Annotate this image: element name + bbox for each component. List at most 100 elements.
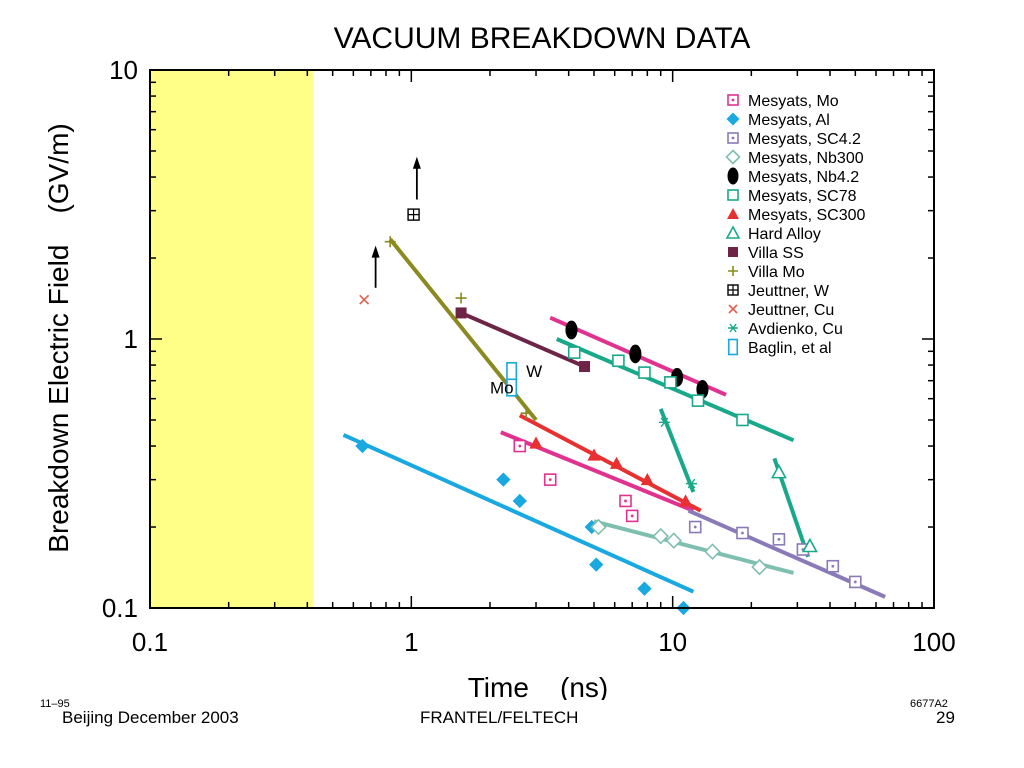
- legend-label: Mesyats, Nb300: [748, 150, 864, 167]
- data-point-dot: [777, 537, 781, 541]
- data-point-cross: [408, 209, 420, 221]
- legend-label: Mesyats, SC78: [748, 188, 857, 205]
- data-point-dot: [853, 580, 857, 584]
- legend-marker: [728, 247, 738, 257]
- legend-label: Baglin, et al: [748, 340, 832, 357]
- legend: Mesyats, Mo Mesyats, Al Mesyats, SC4.2 Mesy…: [725, 93, 865, 357]
- data-point: [512, 493, 527, 509]
- annotation: W: [526, 362, 542, 381]
- data-point: [455, 292, 467, 304]
- page-number: 29: [936, 708, 955, 727]
- legend-marker: [727, 338, 739, 356]
- annotation: Mo: [490, 379, 514, 398]
- fit-line: [342, 433, 695, 594]
- data-point: [506, 362, 518, 381]
- fit-line: [518, 413, 702, 513]
- legend-marker-dot: [731, 136, 735, 140]
- data-point: [529, 436, 543, 449]
- legend-label: Villa Mo: [748, 264, 805, 281]
- legend-marker: [726, 112, 740, 126]
- data-point: [612, 354, 625, 368]
- legend-label: Hard Alloy: [748, 226, 821, 243]
- data-point: [640, 473, 654, 486]
- data-point-dot: [741, 531, 744, 535]
- data-point: [629, 344, 642, 364]
- legend-label: Avdienko, Cu: [748, 321, 843, 338]
- x-tick-label: 0.1: [132, 627, 168, 657]
- legend-marker-cross: [728, 285, 738, 295]
- data-point: [637, 581, 652, 596]
- footer-code-right: 6677A2: [910, 698, 948, 710]
- legend-marker: [727, 189, 739, 201]
- legend-marker: [728, 304, 738, 314]
- y-axis-label: Breakdown Electric Field (GV/m): [43, 123, 74, 552]
- y-tick-label: 1: [124, 324, 138, 354]
- legend-label: Villa SS: [748, 245, 804, 262]
- legend-marker-dot: [731, 98, 735, 102]
- plot-area: W Mo: [342, 156, 886, 616]
- legend-marker: [727, 167, 739, 185]
- data-point: [638, 366, 651, 379]
- data-point: [751, 558, 768, 576]
- y-tick-label: 10: [109, 55, 138, 85]
- x-tick-label: 10: [658, 627, 687, 657]
- data-point: [658, 417, 670, 428]
- data-point: [801, 537, 818, 553]
- legend-marker: [728, 266, 738, 276]
- data-point: [565, 320, 578, 340]
- data-point: [652, 527, 669, 545]
- legend-label: Jeuttner, W: [748, 283, 830, 300]
- axes: 0.1 1 10 100 0.1 1 10: [102, 55, 956, 657]
- data-point: [736, 413, 749, 427]
- footer-center: FRANTEL/FELTECH: [420, 708, 579, 727]
- data-point: [691, 394, 705, 407]
- data-point-dot: [548, 478, 552, 482]
- fit-line: [460, 311, 586, 369]
- footer-code-left: 11–95: [40, 698, 70, 710]
- legend-marker: [728, 323, 738, 333]
- data-point: [506, 378, 518, 397]
- chart-title: VACUUM BREAKDOWN DATA: [334, 22, 751, 55]
- arrow-head: [371, 245, 380, 258]
- legend-label: Mesyats, SC300: [748, 207, 865, 224]
- data-point: [455, 307, 467, 319]
- data-point: [685, 478, 697, 489]
- data-point: [589, 557, 604, 572]
- legend-marker: [725, 225, 741, 239]
- data-point: [590, 518, 607, 536]
- fit-line: [500, 430, 695, 513]
- x-tick-label: 1: [404, 627, 418, 657]
- data-point-dot: [693, 525, 697, 529]
- legend-label: Mesyats, SC4.2: [748, 131, 861, 148]
- data-point-dot: [831, 564, 835, 568]
- data-point: [520, 407, 532, 419]
- breakdown-chart: VACUUM BREAKDOWN DATA Time (ns) Breakdow…: [43, 22, 956, 700]
- footer-location: Beijing December 2003: [62, 708, 239, 727]
- x-tick-label: 100: [912, 627, 955, 657]
- legend-label: Mesyats, Al: [748, 112, 830, 129]
- legend-label: Jeuttner, Cu: [748, 302, 834, 319]
- legend-label: Mesyats, Nb4.2: [748, 169, 859, 186]
- data-point: [678, 494, 693, 507]
- data-point: [496, 472, 511, 487]
- shaded-region: [150, 70, 313, 608]
- data-point-dot: [518, 444, 522, 448]
- data-point: [587, 448, 601, 461]
- data-point-dot: [624, 499, 627, 503]
- data-point: [359, 294, 370, 305]
- legend-marker: [727, 208, 739, 219]
- arrow-head: [412, 156, 421, 169]
- data-point: [696, 379, 709, 399]
- fit-line: [555, 337, 795, 443]
- legend-marker: [725, 149, 741, 165]
- data-point: [567, 346, 581, 359]
- data-point: [384, 236, 396, 248]
- data-point: [579, 361, 591, 373]
- data-point: [704, 543, 721, 560]
- x-axis-label: Time (ns): [468, 672, 609, 700]
- data-point: [609, 456, 624, 469]
- data-point-dot: [630, 514, 634, 518]
- legend-label: Mesyats, Mo: [748, 93, 839, 110]
- data-point: [664, 376, 677, 389]
- y-tick-label: 0.1: [102, 593, 138, 623]
